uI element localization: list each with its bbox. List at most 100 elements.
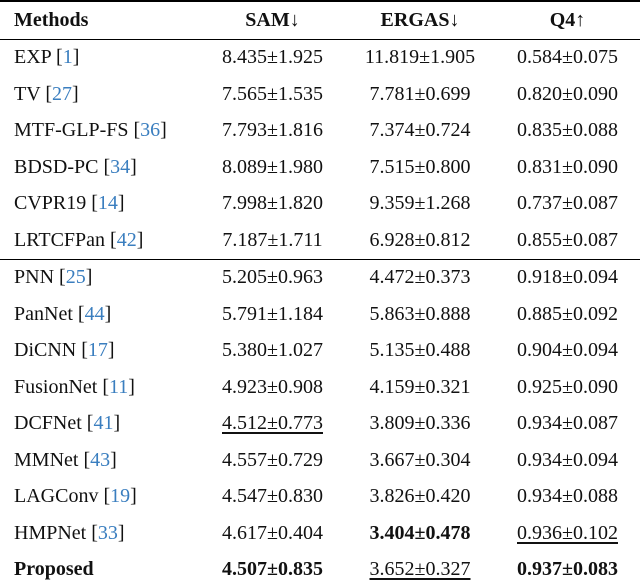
metric-cell: 7.793±1.816 [200,113,345,150]
metric-cell: 7.187±1.711 [200,222,345,259]
column-header: Methods [0,0,200,40]
metric-value: 7.793±1.816 [222,119,323,142]
table-row: MMNet [43] 4.557±0.729 3.667±0.304 0.934±0.… [0,442,640,479]
method-name: CVPR19 [14,192,87,215]
table-row: LRTCFPan [42] 7.187±1.711 6.928±0.812 0.855… [0,222,640,259]
metric-value: 0.820±0.090 [517,82,618,105]
citation-number: 34 [110,155,131,178]
metric-cell: 0.937±0.083 [495,551,640,585]
citation: [33] [91,521,125,544]
metric-cell: 3.652±0.327 [345,551,495,585]
metric-cell: 4.617±0.404 [200,515,345,552]
metric-cell: 4.923±0.908 [200,369,345,406]
metric-value: 0.918±0.094 [517,266,618,289]
metric-cell: 0.934±0.094 [495,442,640,479]
method-cell: DiCNN [17] [0,333,200,370]
citation-number: 33 [97,521,118,544]
metric-cell: 3.404±0.478 [345,515,495,552]
metric-cell: 4.159±0.321 [345,369,495,406]
metric-cell: 4.472±0.373 [345,258,495,296]
table-row: EXP [1] 8.435±1.925 11.819±1.905 0.584±0.07… [0,38,640,76]
table-row: HMPNet [33] 4.617±0.404 3.404±0.478 0.936±0… [0,515,640,552]
table-row: DCFNet [41] 4.512±0.773 3.809±0.336 0.934±0… [0,406,640,443]
metric-cell: 0.831±0.090 [495,149,640,186]
citation: [17] [81,339,115,362]
metric-value: 0.584±0.075 [517,46,618,69]
metric-value: 0.885±0.092 [517,302,618,325]
citation: [25] [59,266,93,289]
metric-value: 7.187±1.711 [222,228,323,251]
metric-cell: 0.737±0.087 [495,186,640,223]
method-name: PanNet [14,302,73,325]
citation-number: 36 [140,119,161,142]
metric-cell: 5.135±0.488 [345,333,495,370]
method-cell: LRTCFPan [42] [0,222,200,259]
citation: [27] [45,82,79,105]
metric-value: 4.512±0.773 [222,412,323,435]
citation-number: 27 [51,82,72,105]
metric-cell: 0.925±0.090 [495,369,640,406]
method-name: DCFNet [14,412,82,435]
table-row: MTF-GLP-FS [36] 7.793±1.816 7.374±0.724 0.8… [0,113,640,150]
method-name: MMNet [14,448,79,471]
metric-value: 8.089±1.980 [222,155,323,178]
metric-value: 0.737±0.087 [517,192,618,215]
citation-number: 1 [62,46,73,69]
table-row: Proposed 4.507±0.835 3.652±0.327 0.937±0.08… [0,551,640,585]
metric-value: 7.998±1.820 [222,192,323,215]
metric-cell: 7.515±0.800 [345,149,495,186]
metric-cell: 0.918±0.094 [495,258,640,296]
metric-cell: 0.904±0.094 [495,333,640,370]
metric-cell: 4.512±0.773 [200,406,345,443]
metric-cell: 4.547±0.830 [200,479,345,516]
column-header: SAM↓ [200,0,345,40]
metric-cell: 3.667±0.304 [345,442,495,479]
citation-number: 17 [87,339,108,362]
metric-cell: 0.934±0.087 [495,406,640,443]
metric-value: 7.781±0.699 [369,82,471,105]
citation: [42] [110,228,144,251]
method-name: EXP [14,46,52,69]
metric-value: 5.205±0.963 [222,266,323,289]
metric-cell: 8.089±1.980 [200,149,345,186]
method-cell: Proposed [0,551,200,585]
metric-cell: 4.507±0.835 [200,551,345,585]
metric-value: 4.547±0.830 [222,485,323,508]
method-cell: MMNet [43] [0,442,200,479]
method-name: Proposed [14,558,94,581]
citation-number: 25 [65,266,86,289]
metric-cell: 7.998±1.820 [200,186,345,223]
citation: [14] [91,192,125,215]
table-row: TV [27] 7.565±1.535 7.781±0.699 0.820±0.090 [0,76,640,113]
metric-value: 7.565±1.535 [222,82,323,105]
metric-cell: 0.936±0.102 [495,515,640,552]
metric-value: 7.515±0.800 [369,155,471,178]
metric-value: 0.904±0.094 [517,339,618,362]
metric-value: 0.855±0.087 [517,228,618,251]
table-row: PanNet [44] 5.791±1.184 5.863±0.888 0.885±0… [0,296,640,333]
method-cell: CVPR19 [14] [0,186,200,223]
method-name: DiCNN [14,339,77,362]
metric-value: 0.934±0.087 [517,412,618,435]
method-cell: LAGConv [19] [0,479,200,516]
citation: [36] [133,119,167,142]
metric-cell: 3.826±0.420 [345,479,495,516]
method-name: BDSD-PC [14,155,99,178]
citation-number: 42 [116,228,137,251]
metric-value: 6.928±0.812 [369,228,471,251]
metric-value: 3.404±0.478 [369,521,471,544]
metric-value: 7.374±0.724 [369,119,471,142]
metric-value: 4.507±0.835 [222,558,323,581]
metric-cell: 5.791±1.184 [200,296,345,333]
table-row: FusionNet [11] 4.923±0.908 4.159±0.321 0.92… [0,369,640,406]
metric-cell: 0.934±0.088 [495,479,640,516]
method-cell: BDSD-PC [34] [0,149,200,186]
metric-value: 0.835±0.088 [517,119,618,142]
table-row: CVPR19 [14] 7.998±1.820 9.359±1.268 0.737±0… [0,186,640,223]
metric-value: 3.667±0.304 [369,448,471,471]
method-name: FusionNet [14,375,98,398]
metric-cell: 4.557±0.729 [200,442,345,479]
citation-number: 44 [84,302,105,325]
metric-cell: 0.835±0.088 [495,113,640,150]
